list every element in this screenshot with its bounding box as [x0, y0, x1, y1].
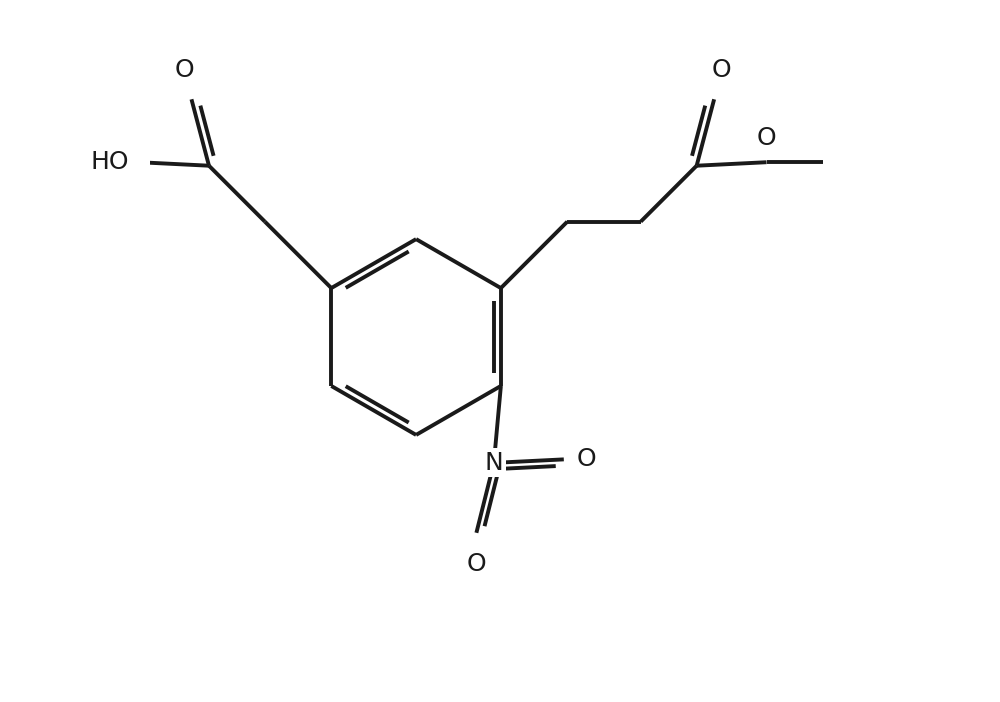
Text: O: O: [175, 58, 194, 82]
Text: O: O: [467, 552, 486, 576]
Text: N: N: [485, 451, 503, 475]
Text: O: O: [757, 126, 776, 150]
Text: O: O: [576, 447, 596, 471]
Text: HO: HO: [90, 150, 129, 174]
Text: O: O: [711, 58, 731, 82]
